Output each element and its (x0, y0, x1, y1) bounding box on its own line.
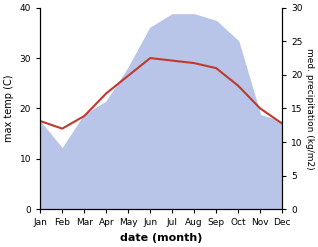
X-axis label: date (month): date (month) (120, 233, 203, 243)
Y-axis label: max temp (C): max temp (C) (4, 75, 14, 142)
Y-axis label: med. precipitation (kg/m2): med. precipitation (kg/m2) (305, 48, 314, 169)
